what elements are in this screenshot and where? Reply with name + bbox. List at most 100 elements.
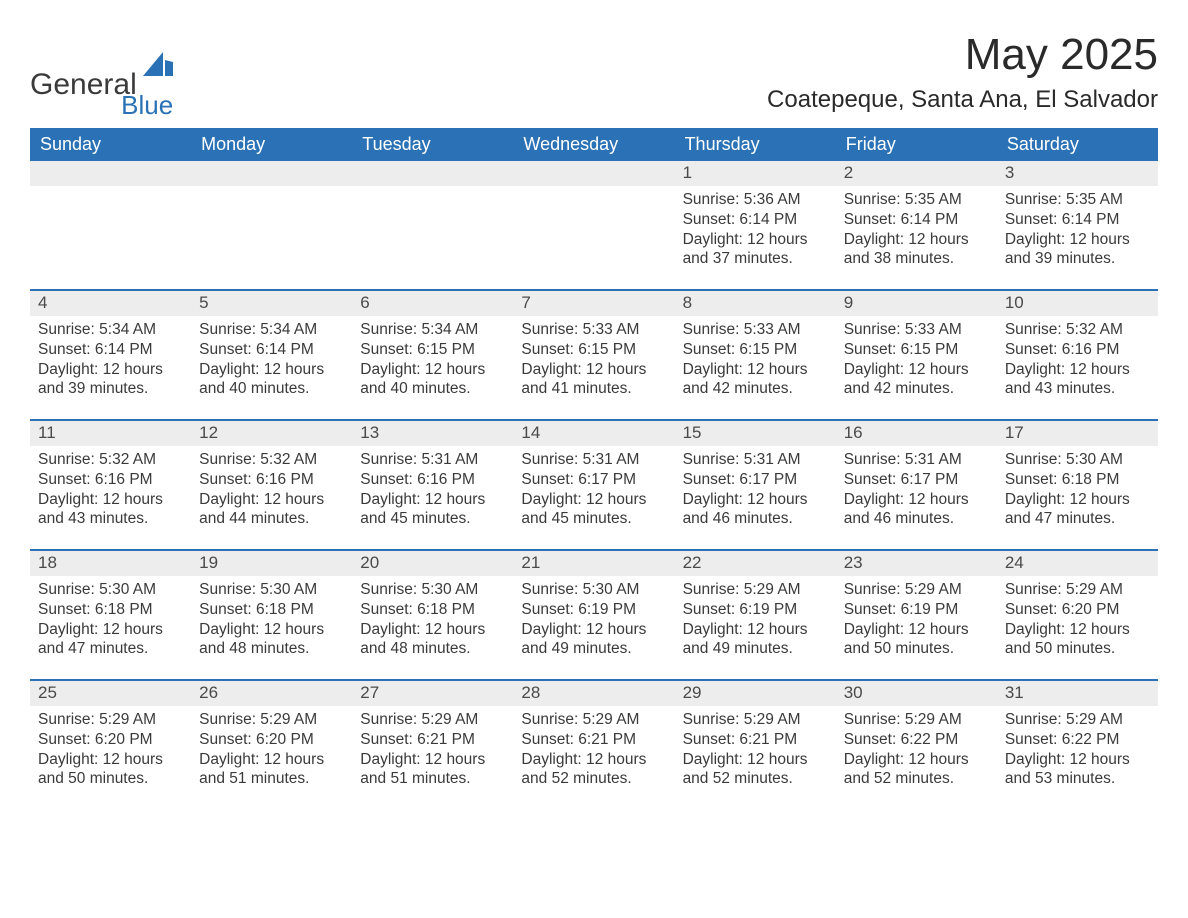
sunset-text: Sunset: 6:21 PM bbox=[683, 730, 828, 750]
daylight-text: Daylight: 12 hours and 49 minutes. bbox=[683, 620, 828, 660]
day-number: 24 bbox=[997, 551, 1158, 576]
sunrise-text: Sunrise: 5:35 AM bbox=[844, 190, 989, 210]
sunrise-text: Sunrise: 5:30 AM bbox=[1005, 450, 1150, 470]
calendar-cell bbox=[30, 161, 191, 289]
daylight-text: Daylight: 12 hours and 43 minutes. bbox=[1005, 360, 1150, 400]
daylight-text: Daylight: 12 hours and 43 minutes. bbox=[38, 490, 183, 530]
weekday-sunday: Sunday bbox=[30, 128, 191, 161]
calendar-cell bbox=[191, 161, 352, 289]
calendar-cell: 23Sunrise: 5:29 AMSunset: 6:19 PMDayligh… bbox=[836, 551, 997, 679]
day-number: 23 bbox=[836, 551, 997, 576]
sunrise-text: Sunrise: 5:29 AM bbox=[1005, 710, 1150, 730]
day-number: 27 bbox=[352, 681, 513, 706]
daylight-text: Daylight: 12 hours and 51 minutes. bbox=[199, 750, 344, 790]
sunset-text: Sunset: 6:16 PM bbox=[1005, 340, 1150, 360]
sunset-text: Sunset: 6:15 PM bbox=[360, 340, 505, 360]
calendar-week-row: 4Sunrise: 5:34 AMSunset: 6:14 PMDaylight… bbox=[30, 291, 1158, 419]
calendar-cell: 20Sunrise: 5:30 AMSunset: 6:18 PMDayligh… bbox=[352, 551, 513, 679]
day-details: Sunrise: 5:29 AMSunset: 6:20 PMDaylight:… bbox=[30, 706, 191, 795]
day-number: 14 bbox=[513, 421, 674, 446]
sunrise-text: Sunrise: 5:33 AM bbox=[521, 320, 666, 340]
day-number: 11 bbox=[30, 421, 191, 446]
daylight-text: Daylight: 12 hours and 46 minutes. bbox=[844, 490, 989, 530]
weekday-thursday: Thursday bbox=[675, 128, 836, 161]
day-number: 29 bbox=[675, 681, 836, 706]
day-number: 30 bbox=[836, 681, 997, 706]
sunrise-text: Sunrise: 5:30 AM bbox=[521, 580, 666, 600]
day-number: 3 bbox=[997, 161, 1158, 186]
day-details: Sunrise: 5:33 AMSunset: 6:15 PMDaylight:… bbox=[836, 316, 997, 405]
calendar-cell: 26Sunrise: 5:29 AMSunset: 6:20 PMDayligh… bbox=[191, 681, 352, 809]
day-number: 6 bbox=[352, 291, 513, 316]
calendar-cell: 22Sunrise: 5:29 AMSunset: 6:19 PMDayligh… bbox=[675, 551, 836, 679]
day-details: Sunrise: 5:31 AMSunset: 6:17 PMDaylight:… bbox=[675, 446, 836, 535]
day-details: Sunrise: 5:30 AMSunset: 6:19 PMDaylight:… bbox=[513, 576, 674, 665]
sunset-text: Sunset: 6:17 PM bbox=[844, 470, 989, 490]
calendar-week-row: 18Sunrise: 5:30 AMSunset: 6:18 PMDayligh… bbox=[30, 551, 1158, 679]
sunrise-text: Sunrise: 5:35 AM bbox=[1005, 190, 1150, 210]
weekday-wednesday: Wednesday bbox=[513, 128, 674, 161]
calendar-cell: 28Sunrise: 5:29 AMSunset: 6:21 PMDayligh… bbox=[513, 681, 674, 809]
day-details: Sunrise: 5:29 AMSunset: 6:22 PMDaylight:… bbox=[997, 706, 1158, 795]
day-number-empty bbox=[191, 161, 352, 186]
sunrise-text: Sunrise: 5:31 AM bbox=[683, 450, 828, 470]
calendar-cell: 4Sunrise: 5:34 AMSunset: 6:14 PMDaylight… bbox=[30, 291, 191, 419]
calendar-cell: 7Sunrise: 5:33 AMSunset: 6:15 PMDaylight… bbox=[513, 291, 674, 419]
sunset-text: Sunset: 6:16 PM bbox=[360, 470, 505, 490]
sunrise-text: Sunrise: 5:29 AM bbox=[683, 580, 828, 600]
sunset-text: Sunset: 6:18 PM bbox=[38, 600, 183, 620]
daylight-text: Daylight: 12 hours and 48 minutes. bbox=[199, 620, 344, 660]
day-details: Sunrise: 5:33 AMSunset: 6:15 PMDaylight:… bbox=[675, 316, 836, 405]
day-number: 13 bbox=[352, 421, 513, 446]
day-number: 10 bbox=[997, 291, 1158, 316]
daylight-text: Daylight: 12 hours and 50 minutes. bbox=[844, 620, 989, 660]
day-details: Sunrise: 5:31 AMSunset: 6:17 PMDaylight:… bbox=[513, 446, 674, 535]
sunset-text: Sunset: 6:22 PM bbox=[844, 730, 989, 750]
sunset-text: Sunset: 6:14 PM bbox=[844, 210, 989, 230]
day-number: 20 bbox=[352, 551, 513, 576]
day-details: Sunrise: 5:30 AMSunset: 6:18 PMDaylight:… bbox=[352, 576, 513, 665]
day-details: Sunrise: 5:33 AMSunset: 6:15 PMDaylight:… bbox=[513, 316, 674, 405]
day-details: Sunrise: 5:30 AMSunset: 6:18 PMDaylight:… bbox=[191, 576, 352, 665]
day-details: Sunrise: 5:32 AMSunset: 6:16 PMDaylight:… bbox=[191, 446, 352, 535]
day-details: Sunrise: 5:29 AMSunset: 6:19 PMDaylight:… bbox=[675, 576, 836, 665]
calendar-cell: 17Sunrise: 5:30 AMSunset: 6:18 PMDayligh… bbox=[997, 421, 1158, 549]
sunrise-text: Sunrise: 5:36 AM bbox=[683, 190, 828, 210]
daylight-text: Daylight: 12 hours and 50 minutes. bbox=[1005, 620, 1150, 660]
title-block: May 2025 Coatepeque, Santa Ana, El Salva… bbox=[767, 30, 1158, 124]
day-number-empty bbox=[30, 161, 191, 186]
sunrise-text: Sunrise: 5:32 AM bbox=[1005, 320, 1150, 340]
calendar-cell: 6Sunrise: 5:34 AMSunset: 6:15 PMDaylight… bbox=[352, 291, 513, 419]
day-number: 19 bbox=[191, 551, 352, 576]
location-subtitle: Coatepeque, Santa Ana, El Salvador bbox=[767, 86, 1158, 114]
daylight-text: Daylight: 12 hours and 51 minutes. bbox=[360, 750, 505, 790]
daylight-text: Daylight: 12 hours and 39 minutes. bbox=[38, 360, 183, 400]
daylight-text: Daylight: 12 hours and 53 minutes. bbox=[1005, 750, 1150, 790]
daylight-text: Daylight: 12 hours and 42 minutes. bbox=[844, 360, 989, 400]
day-details: Sunrise: 5:30 AMSunset: 6:18 PMDaylight:… bbox=[997, 446, 1158, 535]
calendar-cell: 15Sunrise: 5:31 AMSunset: 6:17 PMDayligh… bbox=[675, 421, 836, 549]
calendar-cell: 21Sunrise: 5:30 AMSunset: 6:19 PMDayligh… bbox=[513, 551, 674, 679]
day-number: 9 bbox=[836, 291, 997, 316]
sunset-text: Sunset: 6:19 PM bbox=[683, 600, 828, 620]
sunset-text: Sunset: 6:18 PM bbox=[199, 600, 344, 620]
calendar-head: SundayMondayTuesdayWednesdayThursdayFrid… bbox=[30, 128, 1158, 161]
daylight-text: Daylight: 12 hours and 42 minutes. bbox=[683, 360, 828, 400]
sail-icon bbox=[143, 50, 173, 78]
sunset-text: Sunset: 6:19 PM bbox=[521, 600, 666, 620]
day-number: 22 bbox=[675, 551, 836, 576]
month-title: May 2025 bbox=[767, 30, 1158, 80]
sunset-text: Sunset: 6:15 PM bbox=[521, 340, 666, 360]
sunset-text: Sunset: 6:21 PM bbox=[360, 730, 505, 750]
sunset-text: Sunset: 6:14 PM bbox=[199, 340, 344, 360]
calendar-cell: 13Sunrise: 5:31 AMSunset: 6:16 PMDayligh… bbox=[352, 421, 513, 549]
daylight-text: Daylight: 12 hours and 48 minutes. bbox=[360, 620, 505, 660]
day-number: 12 bbox=[191, 421, 352, 446]
day-number: 21 bbox=[513, 551, 674, 576]
sunset-text: Sunset: 6:15 PM bbox=[683, 340, 828, 360]
calendar-cell bbox=[352, 161, 513, 289]
daylight-text: Daylight: 12 hours and 38 minutes. bbox=[844, 230, 989, 270]
day-number: 8 bbox=[675, 291, 836, 316]
sunrise-text: Sunrise: 5:29 AM bbox=[199, 710, 344, 730]
sunrise-text: Sunrise: 5:31 AM bbox=[521, 450, 666, 470]
